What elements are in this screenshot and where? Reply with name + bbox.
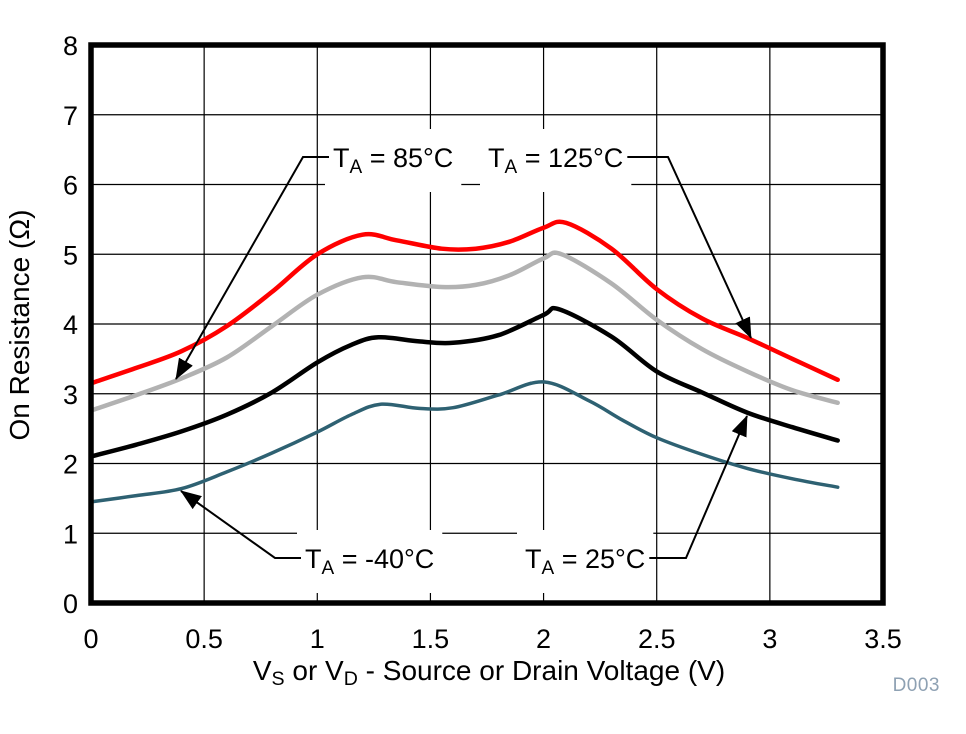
y-tick-label: 3 (63, 380, 78, 410)
x-axis-title-v2: or V (284, 655, 344, 686)
figure-id-watermark: D003 (892, 675, 940, 696)
x-tick-label: 2 (536, 624, 551, 654)
x-tick-label: 2.5 (638, 624, 676, 654)
y-tick-label: 7 (63, 101, 78, 131)
ann-25c-label-mask (517, 530, 654, 593)
data-curves (88, 219, 840, 504)
ann-m40c-label: TA = -40°C (305, 544, 434, 579)
gridlines (91, 45, 883, 603)
x-axis-title-rest: - Source or Drain Voltage (V) (357, 655, 726, 686)
y-axis-title-text: On Resistance (Ω) (4, 209, 35, 441)
x-axis-title-sub-s: S (271, 668, 285, 691)
x-tick-label: 1.5 (412, 624, 450, 654)
x-axis-title: VS or VD - Source or Drain Voltage (V) (189, 655, 789, 691)
plot-frame (88, 42, 886, 606)
ann-85c-label: TA = 85°C (333, 143, 453, 178)
y-tick-label: 8 (63, 31, 78, 61)
y-tick-label: 2 (63, 450, 78, 480)
curve-ta-40c (89, 380, 840, 504)
x-axis-title-sub-d: D (343, 668, 358, 691)
x-tick-label: 1 (310, 624, 325, 654)
x-tick-label: 3 (762, 624, 777, 654)
plot-border (88, 42, 886, 606)
curve-ta85c (88, 250, 840, 413)
ann-85c-label-mask (325, 129, 462, 192)
x-tick-label: 0.5 (185, 624, 223, 654)
x-axis-title-v1: V (252, 655, 272, 686)
y-tick-label: 5 (63, 240, 78, 270)
ann-125c-label: TA = 125°C (488, 143, 623, 178)
ann-125c-leader-line (627, 156, 752, 339)
annotation-callouts (175, 156, 752, 559)
ann-85c-leader-line (175, 156, 329, 380)
ann-m40c-label-mask (297, 530, 443, 593)
ann-25c-label: TA = 25°C (525, 544, 645, 579)
ann-25c-leader-line (649, 415, 748, 559)
y-axis-title: On Resistance (Ω) (4, 125, 40, 525)
y-tick-label: 1 (63, 519, 78, 549)
y-tick-label: 4 (63, 310, 78, 340)
y-tick-label: 0 (63, 589, 78, 619)
ann-125c-label-mask (480, 129, 632, 192)
ann-m40c-leader-line (180, 490, 301, 559)
curve-ta125c (88, 219, 840, 386)
curve-ta25c (88, 305, 840, 459)
annotation-label-boxes: TA = 85°C TA = 125°C TA = -40°C TA = 25°C (297, 129, 654, 593)
y-tick-label: 6 (63, 171, 78, 201)
x-tick-label: 3.5 (864, 624, 902, 654)
tick-labels: 0 0.5 1 1.5 2 2.5 3 3.5 0 1 2 3 4 5 6 7 8 (63, 31, 902, 654)
x-tick-label: 0 (83, 624, 98, 654)
